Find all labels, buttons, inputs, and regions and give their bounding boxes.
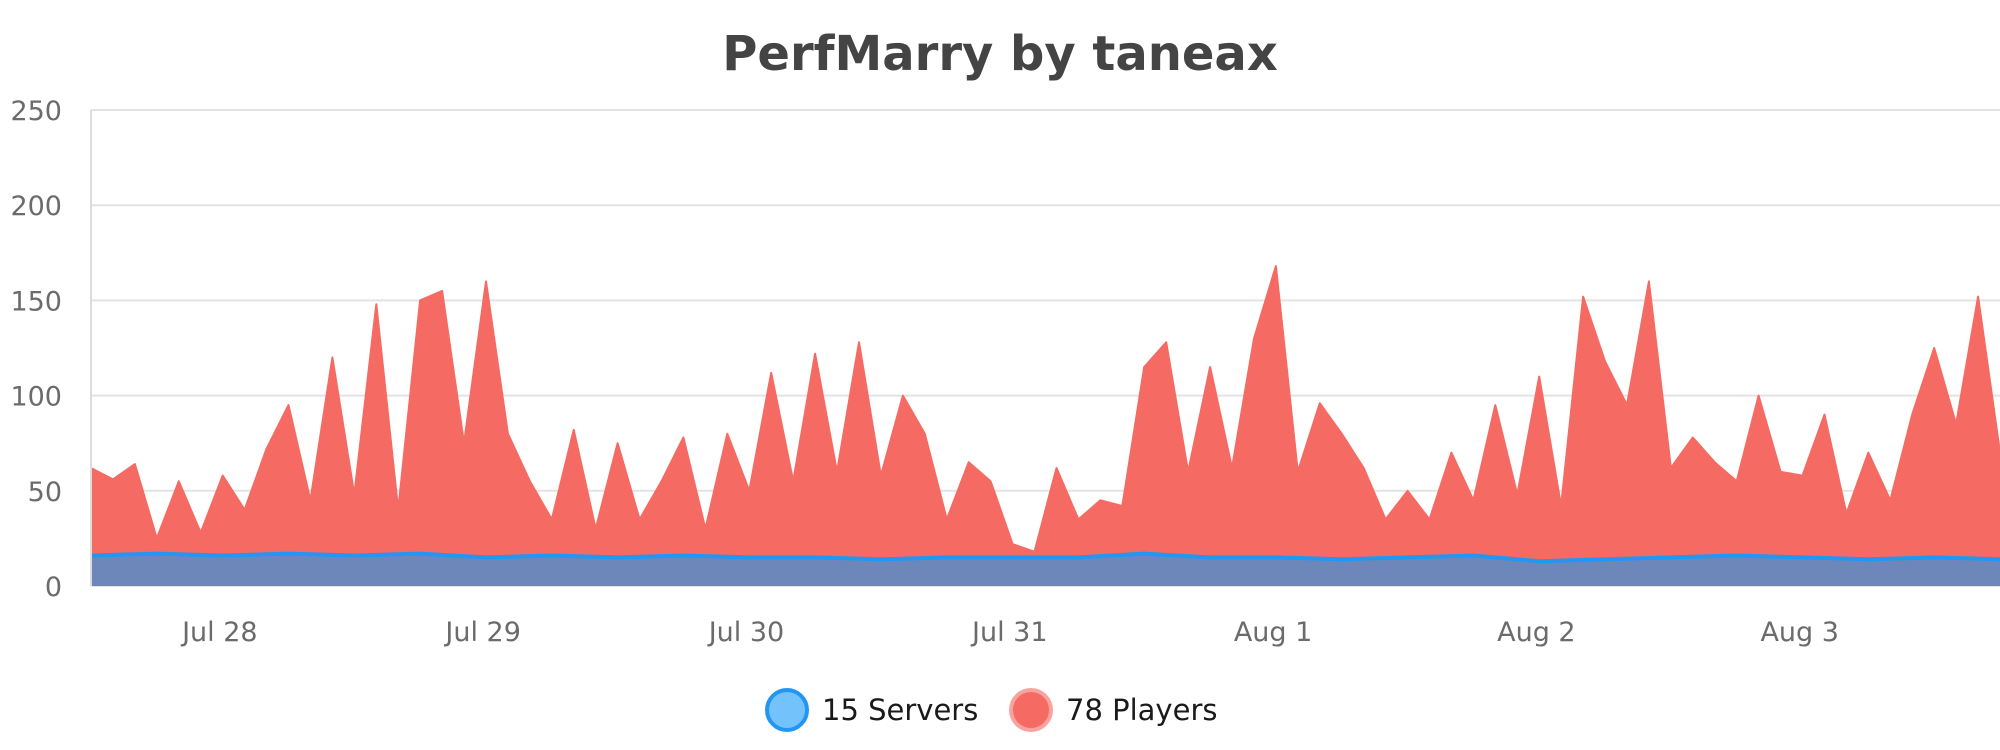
legend-label-servers: 15 Servers — [822, 693, 978, 727]
x-tick-labels: Jul 28 Jul 29 Jul 30 Jul 31 Aug 1 Aug 2 Aug 3 — [180, 617, 1839, 648]
y-tick-label-150: 150 — [10, 286, 62, 317]
legend-marker-players — [1009, 688, 1053, 732]
legend-marker-servers — [765, 688, 809, 732]
series-line-players — [91, 265, 2000, 553]
legend-item-servers[interactable]: 15 Servers — [765, 688, 978, 732]
series-line-servers — [91, 551, 2000, 564]
x-tick-label-2: Jul 30 — [707, 617, 785, 648]
chart-title: PerfMarry by taneax — [722, 26, 1278, 82]
x-tick-label-3: Jul 31 — [970, 617, 1048, 648]
x-tick-label-6: Aug 3 — [1760, 617, 1838, 648]
series-area-players — [91, 266, 2000, 586]
y-tick-label-50: 50 — [28, 477, 62, 508]
legend-item-players[interactable]: 78 Players — [1009, 688, 1217, 732]
series-group — [91, 265, 2000, 586]
x-tick-label-0: Jul 28 — [180, 617, 258, 648]
y-tick-label-0: 0 — [45, 572, 62, 603]
y-tick-label-250: 250 — [10, 96, 62, 127]
y-tick-label-100: 100 — [10, 382, 62, 413]
y-tick-label-200: 200 — [10, 191, 62, 222]
y-tick-labels: 0 50 100 150 200 250 — [10, 96, 62, 603]
x-tick-label-5: Aug 2 — [1497, 617, 1575, 648]
x-tick-label-1: Jul 29 — [443, 617, 521, 648]
x-tick-label-4: Aug 1 — [1234, 617, 1312, 648]
legend: 15 Servers 78 Players — [765, 688, 1217, 732]
legend-label-players: 78 Players — [1066, 693, 1217, 727]
